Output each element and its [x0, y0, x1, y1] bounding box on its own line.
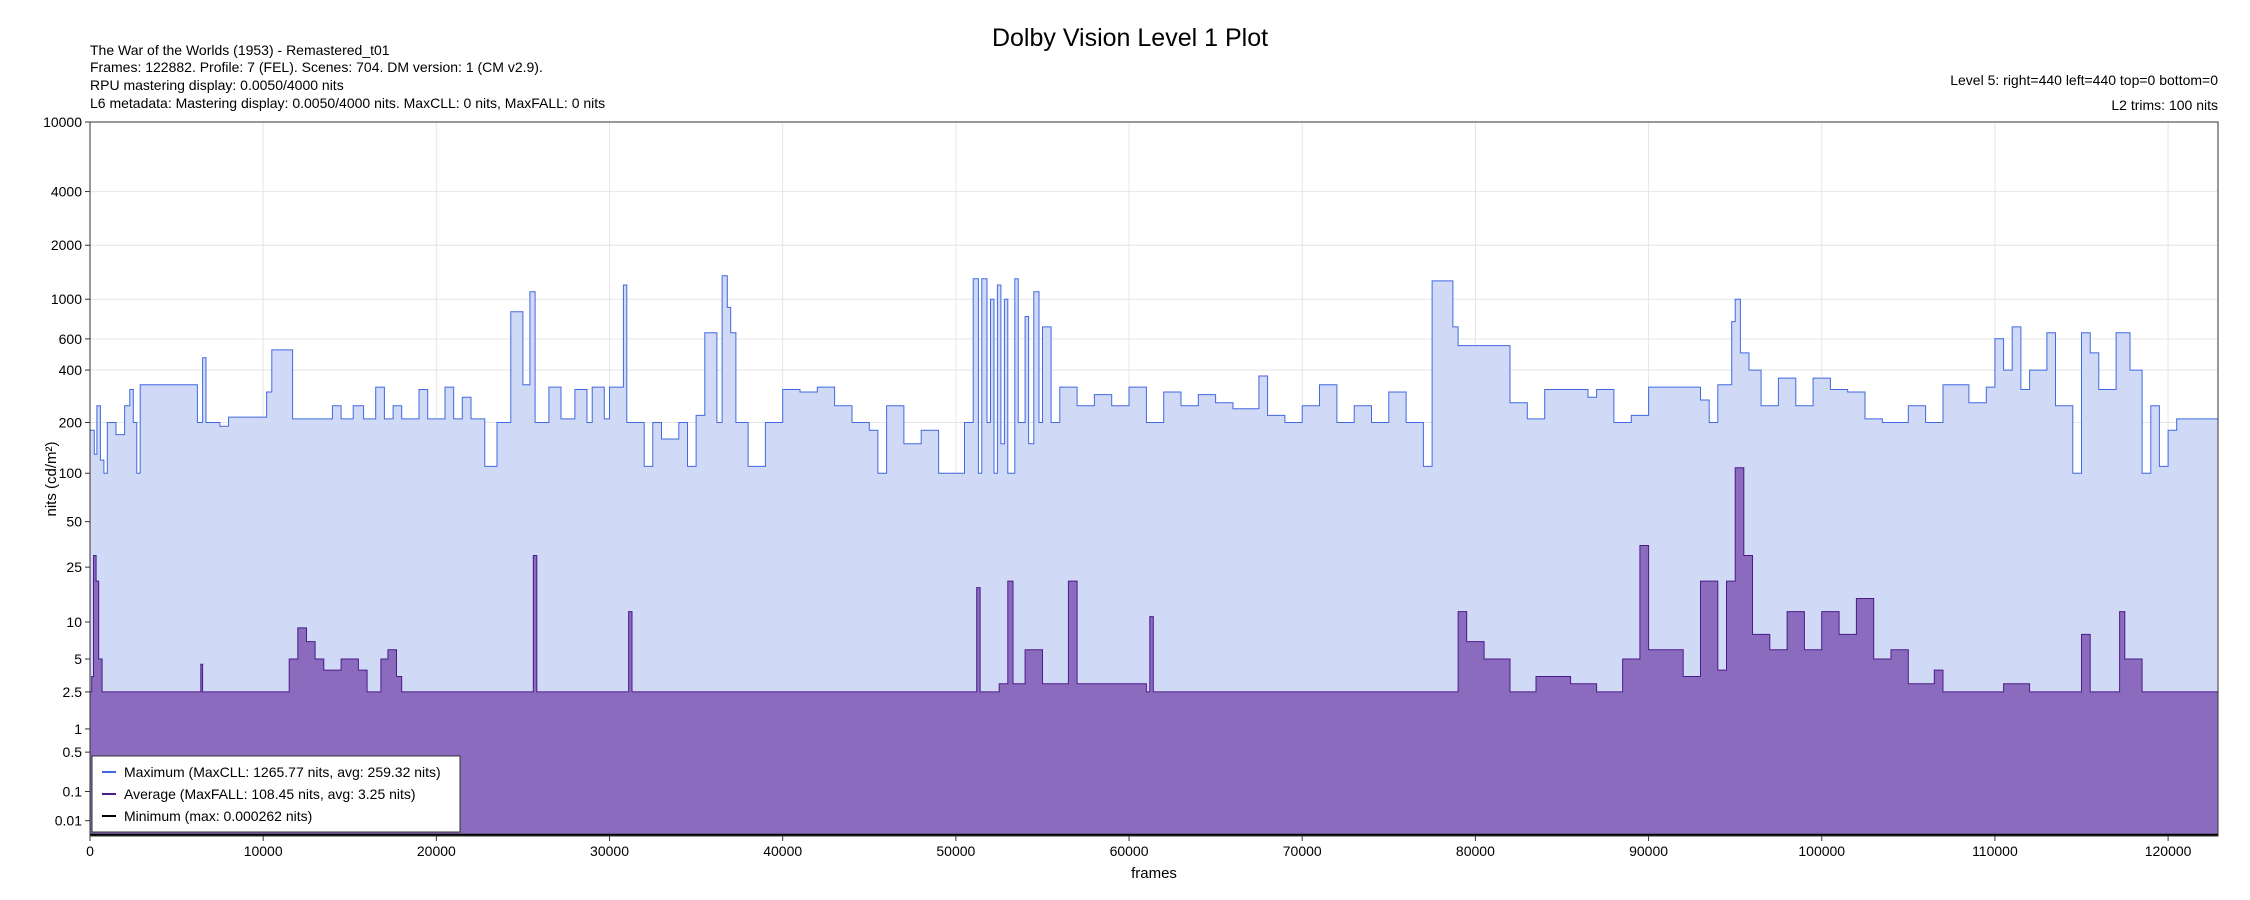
legend: Maximum (MaxCLL: 1265.77 nits, avg: 259.…: [91, 755, 461, 833]
x-tick-label: 110000: [1972, 843, 2018, 859]
series-average-line: [90, 467, 2218, 693]
y-tick-label: 0.5: [63, 744, 83, 760]
x-tick-label: 100000: [1798, 843, 1845, 859]
series-layer: [90, 275, 2219, 836]
x-tick-label: 30000: [590, 843, 629, 859]
info-right-line-2: L2 trims: 100 nits: [2111, 97, 2218, 113]
x-tick-label: 90000: [1629, 843, 1668, 859]
legend-box: [91, 755, 461, 833]
info-left-line-2: Frames: 122882. Profile: 7 (FEL). Scenes…: [90, 59, 543, 75]
y-tick-label: 0.1: [63, 783, 83, 799]
x-tick-label: 120000: [2145, 843, 2192, 859]
y-tick-label: 600: [59, 331, 83, 347]
info-left-line-1: The War of the Worlds (1953) - Remastere…: [90, 42, 390, 58]
legend-item-maximum: Maximum (MaxCLL: 1265.77 nits, avg: 259.…: [124, 764, 441, 780]
x-tick-label: 70000: [1283, 843, 1322, 859]
x-tick-label: 80000: [1456, 843, 1495, 859]
x-axis-label: frames: [1131, 865, 1177, 882]
plot-frame: [89, 121, 2219, 837]
info-left: The War of the Worlds (1953) - Remastere…: [90, 42, 605, 111]
x-tick-label: 10000: [244, 843, 283, 859]
y-tick-label: 2000: [51, 237, 82, 253]
y-tick-label: 10000: [43, 114, 82, 130]
x-tick-label: 0: [86, 843, 94, 859]
info-left-line-4: L6 metadata: Mastering display: 0.0050/4…: [90, 95, 605, 111]
y-tick-label: 2.5: [63, 684, 83, 700]
y-tick-label: 100: [59, 465, 83, 481]
y-tick-label: 10: [66, 614, 82, 630]
y-tick-label: 5: [74, 651, 82, 667]
series-average-area: [90, 467, 2218, 836]
x-tick-label: 50000: [936, 843, 975, 859]
info-right: Level 5: right=440 left=440 top=0 bottom…: [1950, 72, 2218, 113]
chart-title: Dolby Vision Level 1 Plot: [992, 24, 1268, 52]
x-tick-label: 20000: [417, 843, 456, 859]
y-tick-label: 0.01: [55, 813, 82, 829]
y-tick-label: 200: [59, 414, 83, 430]
y-tick-label: 25: [66, 559, 82, 575]
tick-labels: 0 10000 20000 30000 40000 50000 60000 70000 8000…: [43, 114, 2192, 859]
y-tick-label: 4000: [51, 184, 82, 200]
legend-item-minimum: Minimum (max: 0.000262 nits): [124, 808, 312, 824]
legend-item-average: Average (MaxFALL: 108.45 nits, avg: 3.25…: [124, 786, 416, 802]
y-tick-label: 400: [59, 362, 83, 378]
info-right-line-1: Level 5: right=440 left=440 top=0 bottom…: [1950, 72, 2218, 88]
series-maximum-line: [90, 275, 2219, 474]
y-tick-label: 1: [74, 721, 82, 737]
y-tick-label: 1000: [51, 291, 82, 307]
x-tick-label: 60000: [1110, 843, 1149, 859]
x-tick-label: 40000: [763, 843, 802, 859]
y-axis-label: nits (cd/m²): [43, 441, 60, 516]
y-tick-label: 50: [66, 514, 82, 530]
info-left-line-3: RPU mastering display: 0.0050/4000 nits: [90, 77, 344, 93]
